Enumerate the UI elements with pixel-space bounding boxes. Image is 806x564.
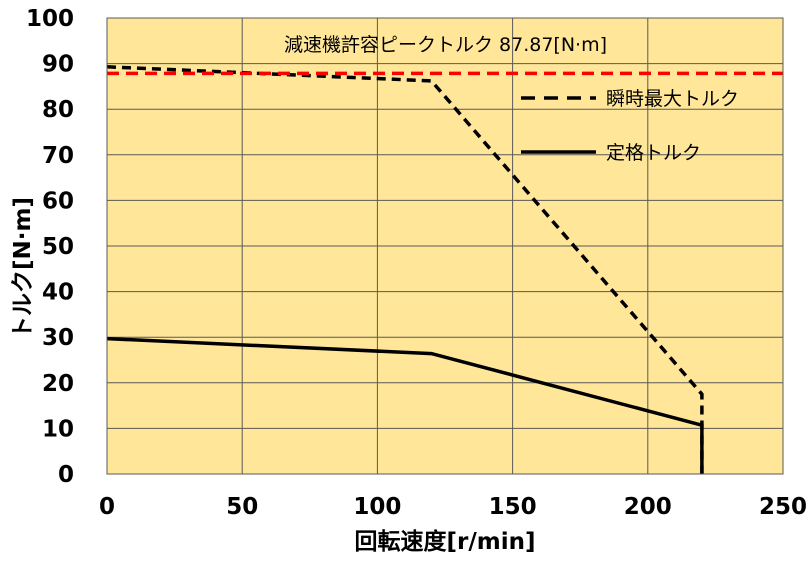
x-tick-label: 250 [759, 494, 806, 520]
y-tick-label: 100 [26, 6, 74, 32]
tick-labels: 0 10 20 30 40 50 60 70 80 90 100 0 50 100 150 200 250 [26, 6, 806, 520]
series-layer [106, 65, 704, 474]
plot-border [106, 17, 784, 475]
y-tick-label: 70 [42, 143, 74, 169]
y-tick-label: 60 [42, 188, 74, 214]
y-tick-label: 20 [42, 371, 74, 397]
y-tick-label: 30 [42, 325, 74, 351]
x-tick-label: 50 [226, 494, 258, 520]
series-line-instant-max [106, 65, 704, 474]
peak-torque-annotation: 減速機許容ピークトルク 87.87[N·m] [284, 34, 607, 56]
legend: 瞬時最大トルク 定格トルク [521, 88, 739, 164]
x-axis-title: 回転速度[r/min] [355, 528, 536, 555]
y-tick-label: 40 [42, 280, 74, 306]
y-axis-title: トルク[N·m] [10, 197, 36, 339]
x-tick-label: 0 [99, 494, 115, 520]
legend-label-rated: 定格トルク [606, 142, 701, 164]
y-tick-label: 0 [58, 462, 74, 488]
series-line-rated [106, 336, 704, 474]
legend-label-instant-max: 瞬時最大トルク [606, 88, 739, 110]
x-tick-label: 200 [624, 494, 672, 520]
y-tick-label: 90 [42, 52, 74, 78]
y-tick-label: 10 [42, 416, 74, 442]
y-tick-label: 80 [42, 97, 74, 123]
y-tick-label: 50 [42, 234, 74, 260]
x-tick-label: 150 [489, 494, 537, 520]
x-tick-label: 100 [353, 494, 401, 520]
